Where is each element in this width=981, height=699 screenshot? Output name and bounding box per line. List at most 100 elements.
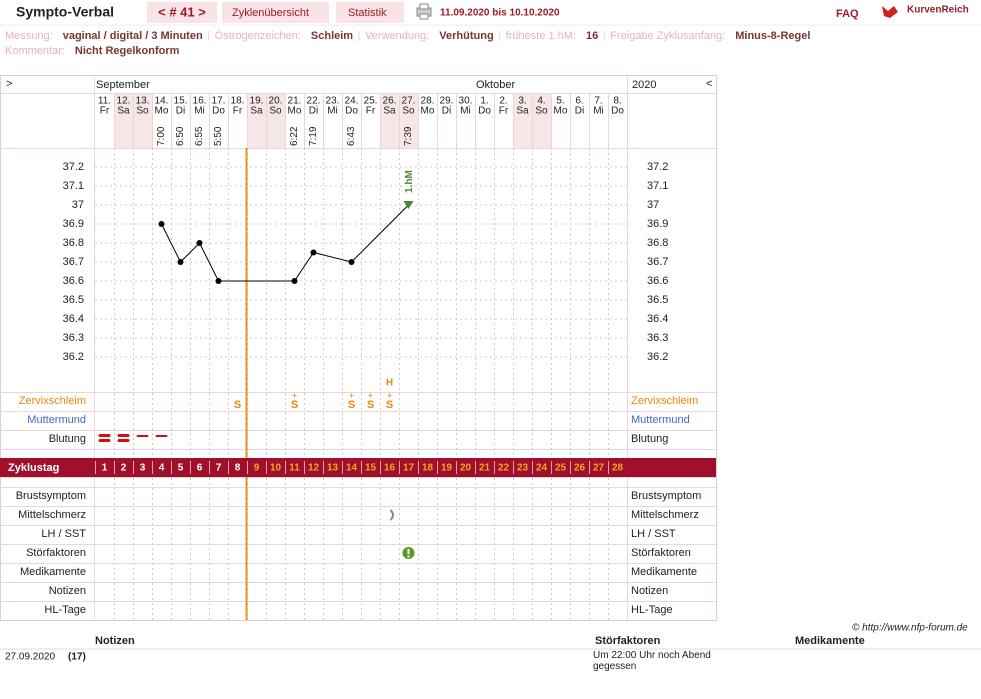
date-label: 3. (518, 96, 526, 107)
note-text-box: Um 22:00 Uhr noch Abend gegessen (593, 650, 711, 672)
footer-col-header: Störfaktoren (595, 635, 661, 647)
date-label: 1. (480, 96, 488, 107)
year: 2020 (632, 79, 656, 91)
bleeding-icon (117, 439, 130, 442)
weekday-label: Fr (100, 106, 110, 117)
note-text: Um 22:00 Uhr noch Abend gegessen (593, 650, 711, 672)
weekend-shade (513, 93, 532, 148)
y-tick-label: 37.1 (647, 180, 668, 192)
cycle-day: 23 (517, 463, 529, 474)
date-label: 23. (326, 96, 340, 107)
temperature-point (215, 278, 222, 284)
print-icon[interactable] (416, 3, 432, 20)
date-label: 18. (231, 96, 245, 107)
date-label: 7. (594, 96, 602, 107)
weekend-shade (133, 93, 152, 148)
y-tick-label: 37.2 (647, 161, 668, 173)
weekday-label: Mo (288, 106, 302, 117)
y-tick-label: 36.5 (63, 294, 84, 306)
cycle-day: 9 (254, 463, 260, 474)
cycle-day: 20 (460, 463, 472, 474)
cycle-nav[interactable]: < # 41 > (158, 4, 206, 19)
nav-prev[interactable]: > (6, 78, 12, 90)
footer-col-header: Medikamente (795, 635, 865, 647)
measure-time: 7:19 (308, 126, 319, 146)
weekday-label: Sa (117, 106, 130, 117)
cervix-plus: + (292, 390, 297, 400)
date-label: 19. (250, 96, 264, 107)
weekend-shade (247, 93, 266, 148)
cycle-day: 14 (346, 463, 358, 474)
tab[interactable]: Zyklenübersicht (232, 7, 309, 19)
cycle-day: 21 (479, 463, 491, 474)
row-label: Muttermund (631, 414, 690, 426)
date-label: 12. (117, 96, 131, 107)
temperature-line (161, 204, 409, 282)
date-label: 30. (459, 96, 473, 107)
date-label: 27. (402, 96, 416, 107)
row-label: Brustsymptom (631, 490, 701, 502)
cycle-day: 6 (197, 463, 203, 474)
info-value: Minus-8-Regel (735, 30, 810, 42)
weekday-label: Sa (250, 106, 263, 117)
tab-bg[interactable] (222, 2, 329, 23)
date-label: 17. (212, 96, 226, 107)
row-label: Blutung (49, 433, 86, 445)
info-value: vaginal / digital / 3 Minuten (63, 30, 203, 42)
row-label: LH / SST (41, 528, 86, 540)
date-label: 21. (288, 96, 302, 107)
cycle-day: 28 (612, 463, 624, 474)
date-label: 22. (307, 96, 321, 107)
row-label: LH / SST (631, 528, 676, 540)
y-tick-label: 36.4 (647, 313, 668, 325)
chart-frame (0, 75, 717, 621)
y-tick-label: 37 (72, 199, 84, 211)
info-label: Östrogenzeichen: (215, 30, 301, 42)
logo-text[interactable]: KurvenReich (907, 5, 969, 16)
row-label: Medikamente (20, 566, 86, 578)
date-label: 6. (575, 96, 583, 107)
cycle-day: 8 (235, 463, 241, 474)
cycle-day: 5 (178, 463, 184, 474)
weekday-label: So (136, 106, 149, 117)
weekday-label: So (402, 106, 415, 117)
cervix-sign: S (367, 399, 374, 411)
cervix-plus: + (387, 390, 392, 400)
date-label: 16. (193, 96, 207, 107)
measure-time: 7:39 (403, 126, 414, 146)
info-value: Nicht Regelkonform (75, 45, 180, 57)
weekday-label: Mo (421, 106, 435, 117)
date-label: 26. (383, 96, 397, 107)
weekday-label: Sa (516, 106, 529, 117)
cycle-day: 15 (365, 463, 377, 474)
date-label: 20. (269, 96, 283, 107)
weekday-label: Do (345, 106, 358, 117)
row-label: Störfaktoren (26, 547, 86, 559)
row-label: Mittelschmerz (18, 509, 86, 521)
cycle-nav-bg[interactable] (147, 2, 217, 23)
cycle-day: 3 (140, 463, 146, 474)
cycle-day: 12 (308, 463, 320, 474)
temperature-point (310, 249, 317, 256)
row-label: Blutung (631, 433, 668, 445)
nav-next[interactable]: < (706, 78, 712, 90)
y-tick-label: 36.2 (63, 351, 84, 363)
temperature-point (177, 259, 184, 265)
cervix-plus: + (349, 390, 354, 400)
tab-bg[interactable] (336, 2, 404, 23)
cervix-sign: S (386, 399, 393, 411)
month-label: September (96, 79, 150, 91)
note-day: (17) (68, 652, 86, 663)
weekend-shade (266, 93, 285, 148)
faq-link[interactable]: FAQ (836, 8, 859, 20)
date-label: 13. (136, 96, 150, 107)
y-tick-label: 36.9 (63, 218, 84, 230)
cycle-day: 4 (159, 463, 165, 474)
y-tick-label: 36.6 (647, 275, 668, 287)
date-label: 8. (613, 96, 621, 107)
y-tick-label: 37.1 (63, 180, 84, 192)
logo-icon (882, 6, 898, 18)
row-label: Störfaktoren (631, 547, 691, 559)
tab[interactable]: Statistik (348, 7, 387, 19)
weekday-label: Mi (593, 106, 604, 117)
